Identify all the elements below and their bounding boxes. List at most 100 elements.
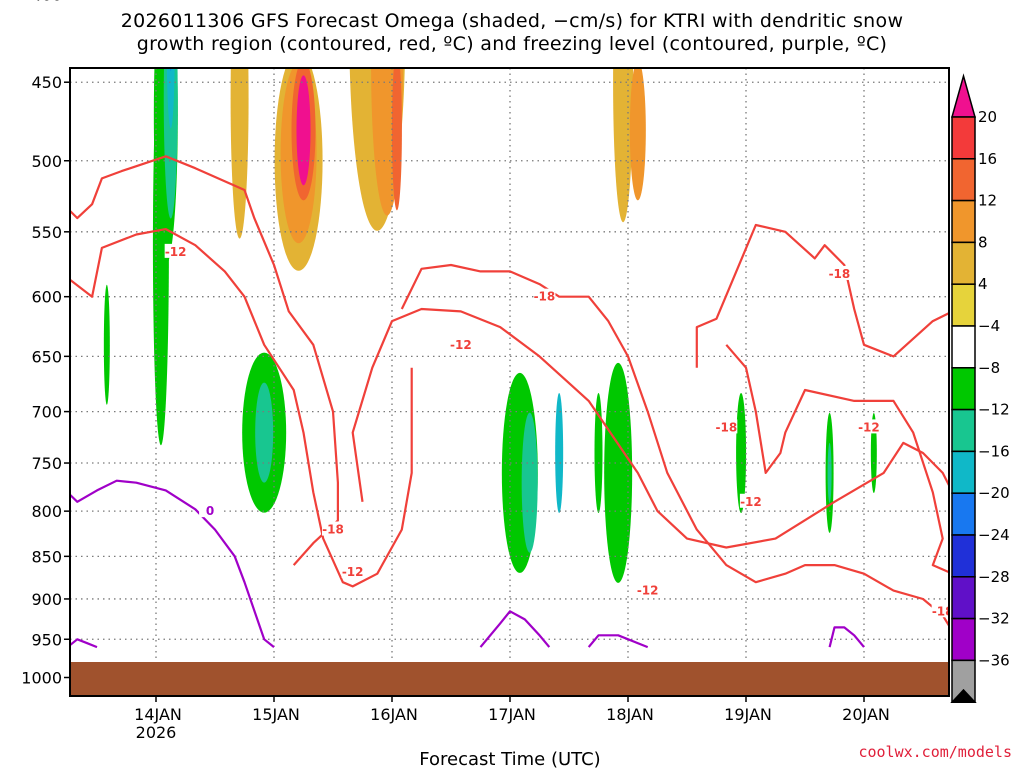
contour-label-bg [931, 603, 949, 618]
x-tick-label: 19JAN [724, 705, 772, 724]
contour-label-bg [341, 563, 364, 578]
contour-label-bg [715, 419, 738, 434]
x-axis-label: Forecast Time (UTC) [419, 749, 600, 768]
contour-label: 0 [206, 504, 214, 518]
colorbar-label: 4 [978, 275, 988, 293]
x-tick-label: 20JAN [842, 705, 890, 724]
y-tick-label: 400 [31, 0, 62, 4]
omega-shading [103, 0, 949, 583]
contour-label-bg [164, 243, 187, 258]
contour-label: -12 [342, 565, 364, 579]
y-tick-label: 450 [31, 73, 62, 92]
contour-label: -18 [715, 420, 737, 434]
x-tick-label: 14JAN [134, 705, 182, 724]
x-tick-label: 16JAN [370, 705, 418, 724]
contour-label: -12 [637, 584, 659, 598]
terrain-ground [70, 662, 949, 696]
colorbar: 20 16 12 8 4 −4 −8 −12 −16 −20 −24 −28 −32 −36 [950, 73, 1010, 703]
contour-label-bg [322, 521, 344, 536]
omega-blob [555, 393, 564, 514]
colorbar-label: −12 [978, 401, 1010, 419]
freezing-level-contour [828, 626, 865, 648]
contour-label-bg [449, 336, 472, 351]
dgz-contour-minus18c [695, 223, 949, 368]
colorbar-swatch [951, 617, 976, 662]
colorbar-label: 20 [978, 108, 997, 126]
omega-blob [521, 412, 538, 553]
colorbar-label: −8 [978, 359, 1000, 377]
source-credit: coolwx.com/models [858, 743, 1012, 761]
omega-blob [103, 284, 110, 405]
y-tick-label: 750 [31, 454, 62, 473]
colorbar-label: −28 [978, 568, 1010, 586]
omega-blob [629, 68, 646, 201]
omega-blob [170, 68, 172, 71]
omega-blob [230, 68, 249, 239]
colorbar-swatch [951, 492, 976, 536]
y-tick-label: 500 [31, 152, 62, 171]
contour-label-bg [199, 503, 222, 518]
y-tick-label: 550 [31, 223, 62, 242]
colorbar-swatch [951, 450, 976, 494]
omega-blob [849, 0, 899, 10]
dgz-contour-minus18b [400, 263, 949, 628]
y-tick-label: 950 [31, 630, 62, 649]
contour-label: -12 [450, 338, 472, 352]
colorbar-swatch [951, 325, 976, 369]
colorbar-swatch [951, 576, 976, 620]
freezing-level-contour [587, 634, 649, 649]
contour-label: -12 [858, 420, 880, 434]
contour-label: -18 [322, 523, 344, 537]
colorbar-swatch [951, 116, 976, 160]
omega-blob [827, 442, 832, 503]
colorbar-swatch [951, 241, 976, 285]
contours: -12 -18 -12 -12 -18 -12 -18 -12 -18 -12 -18 0 [70, 155, 954, 649]
y-tick-label: 850 [31, 547, 62, 566]
chart-title-line-2: growth region (contoured, red, ºC) and f… [136, 33, 888, 55]
colorbar-bottom-arrow [950, 688, 977, 703]
y-tick-label: 1000 [21, 669, 62, 688]
contour-label-bg [533, 288, 556, 303]
freezing-level-contour [70, 479, 275, 648]
colorbar-label: 12 [978, 192, 997, 210]
colorbar-label: 8 [978, 233, 988, 251]
contour-label-bg [739, 493, 762, 508]
omega-blob [937, 0, 949, 10]
y-axis: 2503003504004505005506006507007508008509… [21, 0, 70, 688]
omega-blob [836, 0, 842, 30]
contour-label: -18 [829, 267, 851, 281]
dgz-contour-minus18 [70, 155, 339, 566]
freezing-level-contour [70, 638, 98, 649]
colorbar-label: −24 [978, 526, 1010, 544]
contour-label: -18 [534, 290, 556, 304]
y-tick-label: 600 [31, 288, 62, 307]
y-tick-label: 800 [31, 502, 62, 521]
contour-label: -12 [165, 245, 187, 259]
colorbar-top-arrow [951, 73, 976, 118]
omega-blob [163, 68, 178, 219]
grid-lines [70, 68, 949, 696]
colorbar-label: −16 [978, 442, 1010, 460]
contour-label-bg [828, 265, 851, 280]
contour-label: -12 [740, 495, 762, 509]
x-tick-sublabel: 2026 [136, 723, 177, 742]
contour-label: -18 [932, 604, 954, 618]
colorbar-label: −32 [978, 610, 1010, 628]
omega-blob [296, 75, 311, 186]
dgz-contour-minus12 [70, 228, 413, 588]
omega-blob [594, 393, 603, 514]
contour-label-bg [857, 419, 880, 434]
colorbar-swatch [951, 199, 976, 244]
freezing-level-contour [479, 610, 551, 648]
y-tick-label: 900 [31, 590, 62, 609]
colorbar-swatch [951, 534, 976, 578]
y-tick-label: 700 [31, 403, 62, 422]
colorbar-label: −36 [978, 651, 1010, 669]
colorbar-swatch [951, 158, 976, 202]
chart-title-line-1: 2026011306 GFS Forecast Omega (shaded, −… [120, 10, 904, 32]
x-tick-label: 18JAN [606, 705, 654, 724]
colorbar-swatch [951, 283, 976, 327]
omega-blob [736, 393, 747, 514]
